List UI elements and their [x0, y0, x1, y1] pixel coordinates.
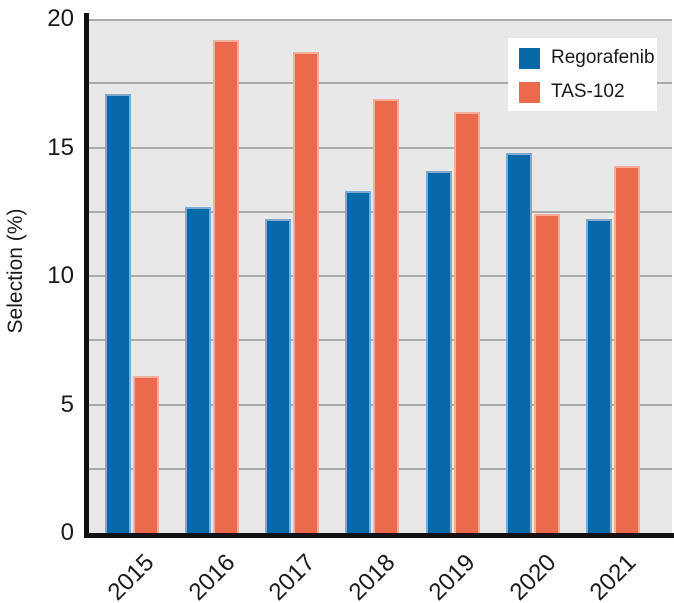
y-tick-label: 20 — [47, 5, 74, 32]
x-tick-text: 2018 — [343, 549, 401, 603]
legend-item-regorafenib: Regorafenib — [519, 47, 655, 69]
x-tick-text: 2015 — [102, 549, 160, 603]
regorafenib-swatch — [519, 47, 540, 69]
bar-tas-102-2021 — [614, 165, 641, 533]
bar-tas-102-2019 — [453, 111, 480, 533]
legend-label: TAS-102 — [551, 81, 625, 102]
legend: Regorafenib TAS-102 — [508, 38, 657, 111]
y-tick-label: 10 — [47, 262, 74, 289]
legend-item-tas-102: TAS-102 — [519, 81, 625, 103]
bar-regorafenib-2017 — [265, 219, 292, 533]
y-axis-line — [84, 13, 89, 538]
bar-tas-102-2017 — [293, 52, 320, 533]
legend-label: Regorafenib — [551, 47, 655, 68]
bar-tas-102-2016 — [212, 39, 239, 533]
bar-regorafenib-2015 — [104, 93, 131, 533]
bar-regorafenib-2018 — [345, 191, 372, 533]
x-axis-line — [84, 533, 674, 538]
x-tick-text: 2017 — [263, 549, 321, 603]
gridline — [89, 82, 672, 85]
x-tick-text: 2019 — [423, 549, 481, 603]
y-tick-label: 15 — [47, 133, 74, 161]
bar-tas-102-2020 — [533, 214, 560, 533]
x-tick-text: 2016 — [183, 549, 241, 603]
tas-102-swatch — [519, 81, 540, 103]
y-tick-label: 5 — [60, 390, 74, 418]
bar-regorafenib-2019 — [425, 170, 452, 533]
y-tick-label: 0 — [60, 519, 74, 546]
gridline — [89, 19, 672, 21]
bar-tas-102-2018 — [373, 98, 400, 533]
x-tick-text: 2021 — [584, 549, 642, 603]
bar-regorafenib-2021 — [586, 219, 613, 533]
bar-regorafenib-2016 — [184, 206, 211, 533]
bar-regorafenib-2020 — [505, 152, 532, 533]
bar-tas-102-2015 — [132, 376, 159, 533]
x-tick-text: 2020 — [504, 549, 562, 603]
